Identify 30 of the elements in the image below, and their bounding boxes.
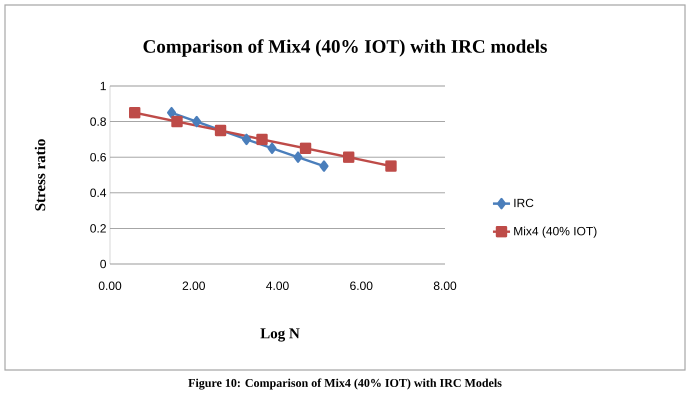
point: [129, 107, 140, 118]
point: [319, 160, 329, 172]
point: [293, 152, 303, 163]
point: [171, 116, 183, 128]
x-tick-label: 6.00: [350, 282, 372, 290]
point: [256, 134, 268, 146]
y-tick-label: 1: [100, 82, 106, 90]
caption: Figure 10: Comparison of Mix4 (40% IOT) with IRC Models: [188, 378, 502, 390]
x-tick-label: 4.00: [266, 282, 289, 290]
legend-label: Mix4 (40% IOT): [514, 226, 596, 238]
x-tick-label: 8.00: [434, 282, 456, 290]
y-tick-label: 0.8: [90, 117, 106, 126]
point: [342, 152, 354, 163]
x-tick-label: 0.00: [98, 282, 122, 290]
point: [300, 142, 312, 154]
y-tick-label: 0.6: [90, 152, 106, 162]
legend-label: IRC: [514, 198, 534, 208]
chart-title: Comparison of Mix4 (40% IOT) with IRC models: [144, 39, 547, 57]
point: [242, 134, 252, 146]
point: [267, 142, 277, 154]
point: [385, 160, 397, 172]
x-tick-label: 2.00: [182, 282, 205, 290]
x-axis-title: Log N: [260, 328, 300, 342]
y-tick-label: 0: [100, 260, 106, 268]
point: [166, 107, 176, 118]
y-axis-title: Stress ratio: [34, 139, 46, 211]
point: [192, 116, 202, 128]
y-tick-label: 0.2: [90, 224, 106, 233]
y-tick-label: 0.4: [90, 188, 106, 198]
point: [214, 124, 226, 136]
